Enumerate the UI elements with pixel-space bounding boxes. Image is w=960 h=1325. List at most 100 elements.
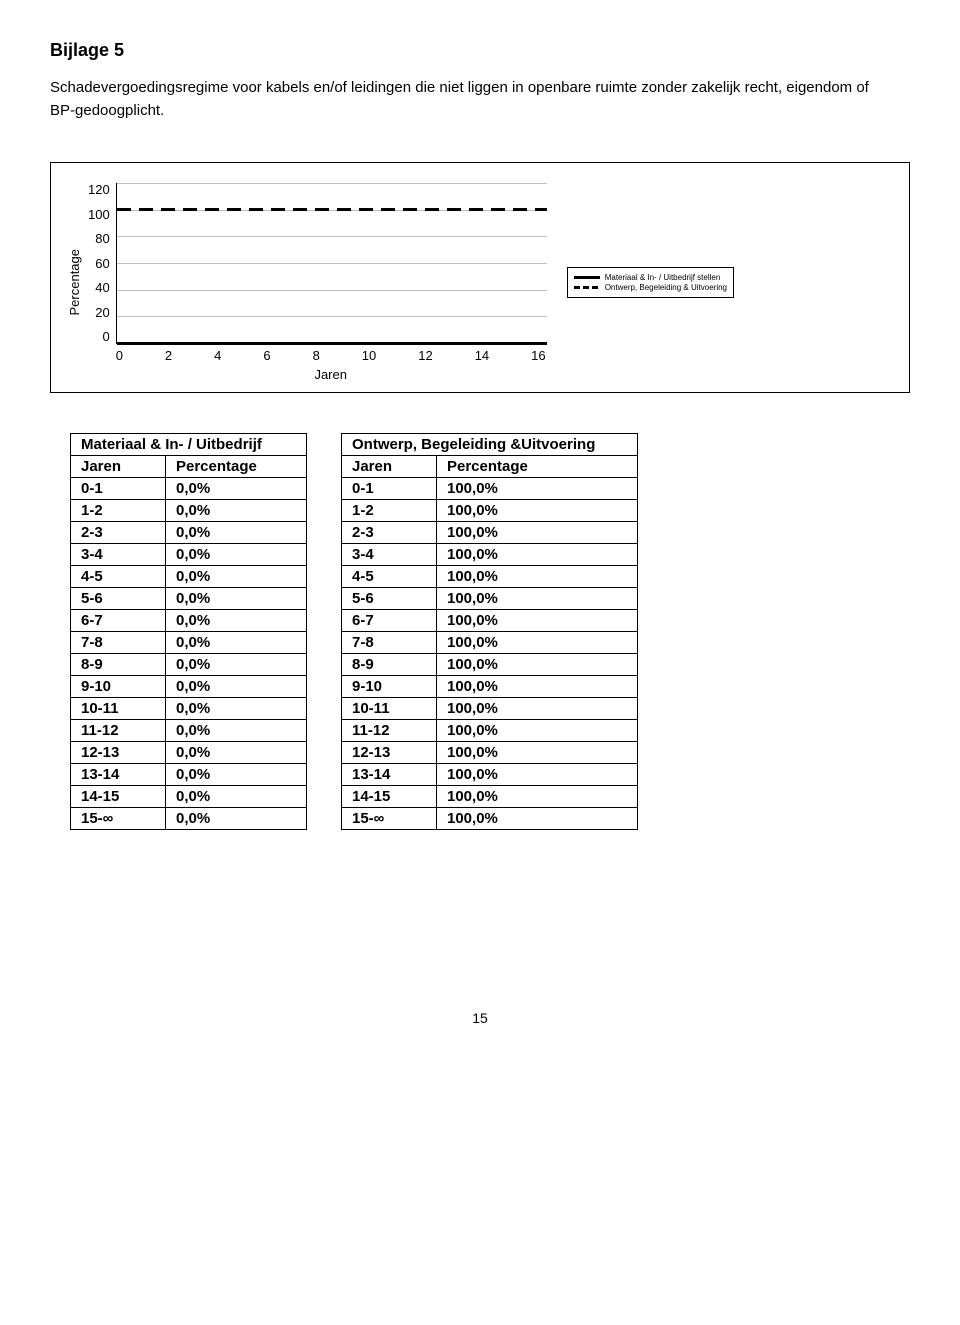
table-cell: 9-10 (342, 676, 437, 698)
tables-row: Materiaal & In- / Uitbedrijf Jaren Perce… (70, 433, 910, 830)
table-cell: 1-2 (71, 500, 166, 522)
table-row: 5-6100,0% (342, 588, 638, 610)
legend-item: Materiaal & In- / Uitbedrijf stellen (574, 273, 727, 282)
table-row: 2-3100,0% (342, 522, 638, 544)
table-row: 12-130,0% (71, 742, 307, 764)
table-row: 4-50,0% (71, 566, 307, 588)
table-cell: 0,0% (166, 764, 307, 786)
legend-label: Materiaal & In- / Uitbedrijf stellen (605, 273, 721, 282)
table-title: Ontwerp, Begeleiding &Uitvoering (342, 434, 638, 456)
gridline (117, 236, 547, 237)
table-cell: 3-4 (71, 544, 166, 566)
table-cell: 5-6 (342, 588, 437, 610)
table-row: 7-80,0% (71, 632, 307, 654)
table-row: 0-1100,0% (342, 478, 638, 500)
table-cell: 100,0% (437, 478, 638, 500)
table-cell: 100,0% (437, 720, 638, 742)
table-cell: 6-7 (342, 610, 437, 632)
series-line-dashed (447, 208, 461, 211)
x-tick: 8 (313, 348, 320, 363)
table-cell: 0,0% (166, 544, 307, 566)
series-line-dashed (205, 208, 219, 211)
page-title: Bijlage 5 (50, 40, 910, 61)
table-cell: 14-15 (342, 786, 437, 808)
chart-container: Percentage 120 100 80 60 40 20 0 0 2 4 6 (50, 162, 910, 393)
table-row: 10-11100,0% (342, 698, 638, 720)
series-line-dashed (117, 208, 131, 211)
x-tick: 16 (531, 348, 545, 363)
table-cell: 12-13 (71, 742, 166, 764)
table-cell: 15-∞ (71, 808, 166, 830)
table-row: 6-7100,0% (342, 610, 638, 632)
table-cell: 100,0% (437, 588, 638, 610)
table-cell: 4-5 (71, 566, 166, 588)
table-cell: 0,0% (166, 742, 307, 764)
table-row: 10-110,0% (71, 698, 307, 720)
table-cell: 8-9 (71, 654, 166, 676)
table-cell: 0,0% (166, 478, 307, 500)
table-cell: 0,0% (166, 632, 307, 654)
table-row: 13-140,0% (71, 764, 307, 786)
col-header-jaren: Jaren (342, 456, 437, 478)
series-line-dashed (469, 208, 483, 211)
y-axis-label: Percentage (67, 249, 82, 316)
table-cell: 100,0% (437, 676, 638, 698)
table-row: 11-12100,0% (342, 720, 638, 742)
y-tick: 0 (88, 330, 110, 343)
series-line-dashed (271, 208, 285, 211)
table-cell: 14-15 (71, 786, 166, 808)
y-tick: 100 (88, 208, 110, 221)
series-line-dashed (491, 208, 505, 211)
x-tick: 0 (116, 348, 123, 363)
series-line-dashed (337, 208, 351, 211)
table-cell: 0,0% (166, 610, 307, 632)
table-cell: 100,0% (437, 610, 638, 632)
col-header-percentage: Percentage (166, 456, 307, 478)
y-ticks: 120 100 80 60 40 20 0 (88, 183, 110, 343)
x-tick: 14 (475, 348, 489, 363)
table-cell: 11-12 (71, 720, 166, 742)
table-cell: 0,0% (166, 522, 307, 544)
table-title: Materiaal & In- / Uitbedrijf (71, 434, 307, 456)
table-row: 1-20,0% (71, 500, 307, 522)
table-cell: 100,0% (437, 566, 638, 588)
table-cell: 0,0% (166, 566, 307, 588)
x-ticks: 0 2 4 6 8 10 12 14 16 (116, 348, 546, 363)
series-line-dashed (359, 208, 373, 211)
table-row: 12-13100,0% (342, 742, 638, 764)
table-cell: 0-1 (71, 478, 166, 500)
series-line-dashed (293, 208, 307, 211)
table-cell: 100,0% (437, 764, 638, 786)
table-cell: 0,0% (166, 786, 307, 808)
gridline (117, 263, 547, 264)
legend-item: Ontwerp, Begeleiding & Uitvoering (574, 283, 727, 292)
table-cell: 0,0% (166, 808, 307, 830)
table-cell: 0,0% (166, 654, 307, 676)
table-cell: 10-11 (342, 698, 437, 720)
table-cell: 11-12 (342, 720, 437, 742)
series-line-dashed (315, 208, 329, 211)
table-cell: 9-10 (71, 676, 166, 698)
chart-legend: Materiaal & In- / Uitbedrijf stellen Ont… (567, 267, 734, 298)
table-row: 8-90,0% (71, 654, 307, 676)
table-materiaal: Materiaal & In- / Uitbedrijf Jaren Perce… (70, 433, 307, 830)
table-cell: 10-11 (71, 698, 166, 720)
y-tick: 120 (88, 183, 110, 196)
x-tick: 10 (362, 348, 376, 363)
table-cell: 8-9 (342, 654, 437, 676)
table-row: 13-14100,0% (342, 764, 638, 786)
series-line-dashed (513, 208, 527, 211)
table-row: 9-10100,0% (342, 676, 638, 698)
x-tick: 12 (418, 348, 432, 363)
table-cell: 2-3 (342, 522, 437, 544)
table-cell: 0,0% (166, 588, 307, 610)
y-tick: 60 (88, 257, 110, 270)
table-cell: 7-8 (71, 632, 166, 654)
table-cell: 4-5 (342, 566, 437, 588)
col-header-jaren: Jaren (71, 456, 166, 478)
table-cell: 100,0% (437, 500, 638, 522)
table-row: 14-150,0% (71, 786, 307, 808)
chart-main: Percentage 120 100 80 60 40 20 0 0 2 4 6 (67, 183, 547, 382)
table-row: 1-2100,0% (342, 500, 638, 522)
series-line-dashed (425, 208, 439, 211)
